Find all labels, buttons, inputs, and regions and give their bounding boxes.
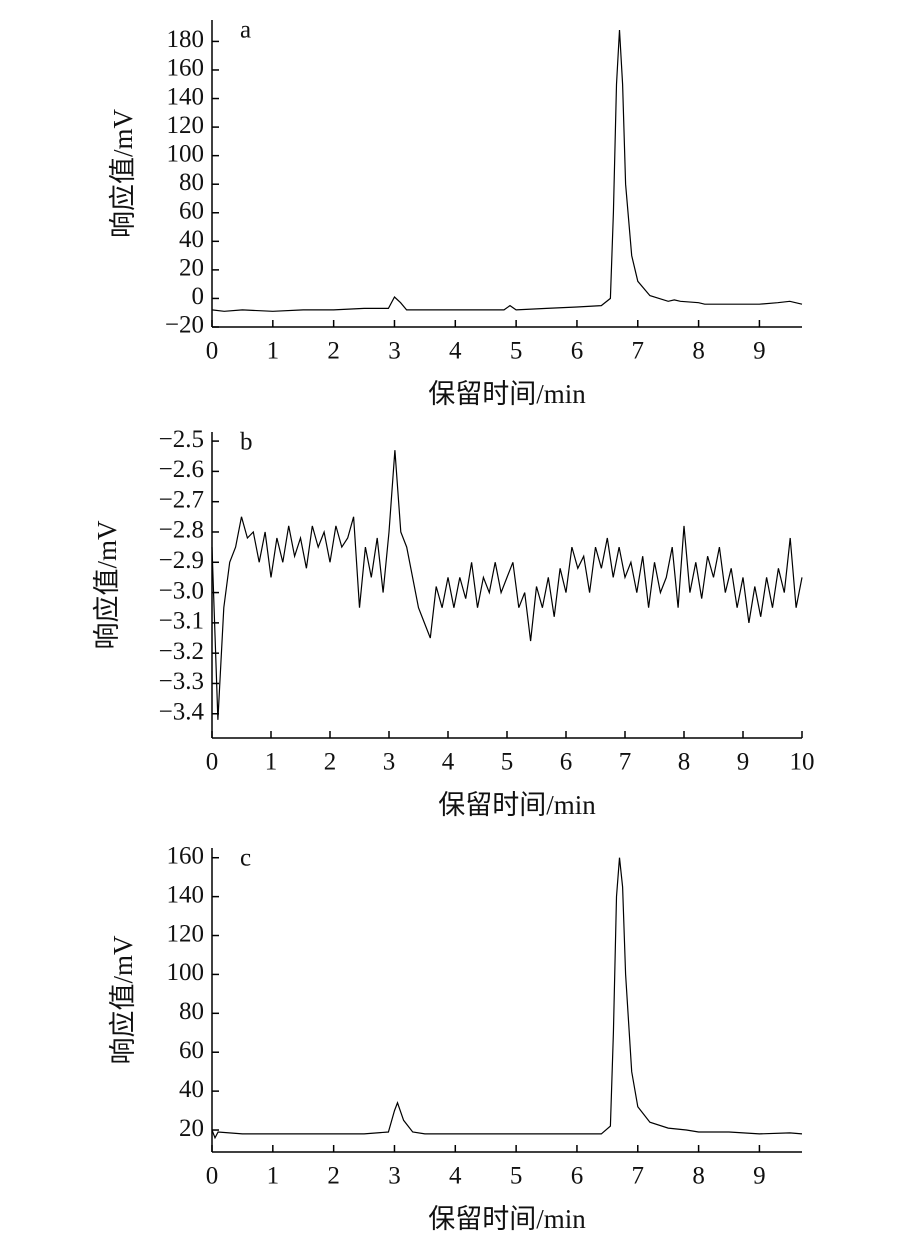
x-tick-label: 10	[790, 749, 815, 776]
x-tick-label: 0	[206, 338, 219, 365]
x-tick-label: 5	[510, 1163, 523, 1190]
x-tick-label: 7	[619, 749, 632, 776]
x-tick-label: 2	[327, 338, 340, 365]
y-tick-label: 120	[167, 920, 205, 947]
panel-label: a	[240, 17, 251, 44]
y-tick-label: −2.6	[159, 456, 204, 483]
y-tick-label: −20	[165, 312, 204, 339]
data-line	[211, 857, 803, 1140]
y-tick-label: −3.3	[159, 668, 204, 695]
y-tick-label: 20	[179, 255, 204, 282]
x-tick-label: 6	[571, 1163, 584, 1190]
y-tick-label: 100	[167, 140, 205, 167]
x-tick-label: 6	[560, 749, 573, 776]
x-tick-label: 3	[388, 338, 401, 365]
panel-label: b	[240, 429, 253, 456]
x-tick-label: 4	[449, 1163, 462, 1190]
y-tick-label: −3.0	[159, 577, 204, 604]
x-tick-label: 3	[388, 1163, 401, 1190]
y-tick-label: 100	[167, 959, 205, 986]
y-tick-label: 120	[167, 112, 205, 139]
x-axis-label: 保留时间/min	[428, 1204, 586, 1234]
x-tick-label: 8	[692, 1163, 705, 1190]
y-tick-label: −3.1	[159, 608, 204, 635]
x-tick-label: 3	[383, 749, 396, 776]
x-tick-label: 7	[632, 1163, 645, 1190]
x-tick-label: 0	[206, 749, 219, 776]
y-axis-label: 响应值/mV	[108, 935, 138, 1065]
y-tick-label: 140	[167, 83, 205, 110]
x-tick-label: 2	[324, 749, 337, 776]
x-tick-label: 9	[753, 338, 766, 365]
x-tick-label: 7	[632, 338, 645, 365]
x-tick-label: 4	[442, 749, 455, 776]
x-tick-label: 9	[737, 749, 750, 776]
x-tick-label: 4	[449, 338, 462, 365]
y-tick-label: 0	[192, 283, 205, 310]
x-tick-label: 9	[753, 1163, 766, 1190]
x-tick-label: 1	[267, 1163, 280, 1190]
y-tick-label: 40	[179, 1076, 204, 1103]
y-tick-label: −3.2	[159, 638, 204, 665]
x-tick-label: 8	[692, 338, 705, 365]
y-tick-label: 160	[167, 842, 205, 869]
panel-label: c	[240, 845, 251, 872]
y-axis-label: 响应值/mV	[92, 520, 122, 650]
y-tick-label: 180	[167, 26, 205, 53]
y-tick-label: −2.5	[159, 426, 204, 453]
y-tick-label: 20	[179, 1115, 204, 1142]
y-tick-label: −2.9	[159, 547, 204, 574]
x-tick-label: 5	[510, 338, 523, 365]
x-tick-label: 2	[327, 1163, 340, 1190]
x-tick-label: 8	[678, 749, 691, 776]
x-tick-label: 5	[501, 749, 514, 776]
x-axis-label: 保留时间/min	[428, 379, 586, 409]
y-tick-label: 40	[179, 226, 204, 253]
x-tick-label: 1	[265, 749, 278, 776]
x-tick-label: 0	[206, 1163, 219, 1190]
y-tick-label: 80	[179, 169, 204, 196]
y-tick-label: 80	[179, 998, 204, 1025]
x-tick-label: 1	[267, 338, 280, 365]
y-tick-label: 60	[179, 198, 204, 225]
y-tick-label: 160	[167, 55, 205, 82]
y-tick-label: 60	[179, 1037, 204, 1064]
y-tick-label: 140	[167, 881, 205, 908]
x-axis-label: 保留时间/min	[438, 790, 596, 820]
y-axis-label: 响应值/mV	[108, 109, 138, 239]
y-tick-label: −3.4	[159, 698, 205, 725]
data-line	[211, 29, 803, 312]
data-line	[211, 450, 803, 720]
y-tick-label: −2.7	[159, 486, 204, 513]
x-tick-label: 6	[571, 338, 584, 365]
y-tick-label: −2.8	[159, 517, 204, 544]
